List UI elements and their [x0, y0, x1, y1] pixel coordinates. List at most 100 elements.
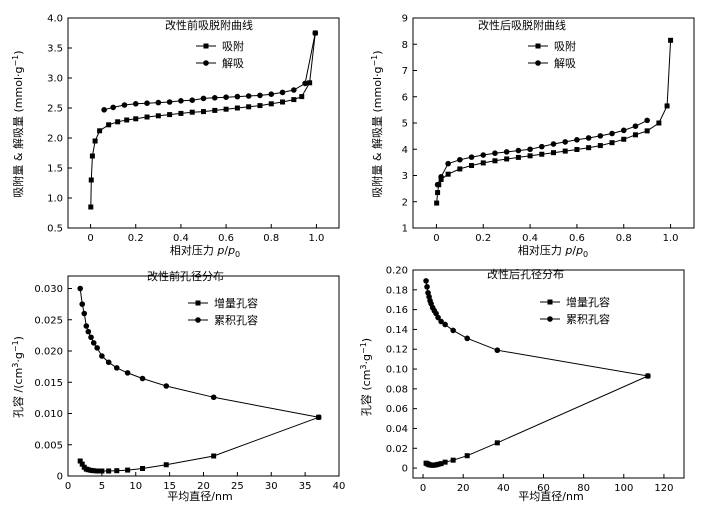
data-point-circle — [468, 154, 475, 160]
data-point-square — [189, 109, 195, 115]
legend-label: 吸附 — [554, 39, 576, 53]
data-point-square — [115, 119, 121, 125]
data-point-square — [527, 153, 533, 159]
x-tick-label: 0.6 — [569, 233, 585, 244]
series-group — [423, 278, 651, 468]
data-point-square — [140, 466, 146, 471]
y-tick-label: 1 — [402, 224, 408, 235]
data-point-circle — [113, 365, 120, 371]
data-point-circle — [445, 160, 451, 167]
data-point-circle — [434, 181, 441, 188]
y-tick-label: 0.005 — [34, 440, 63, 451]
data-point-square — [434, 200, 440, 206]
data-point-circle — [644, 117, 650, 124]
x-label-p: p — [564, 244, 572, 257]
x-axis-label: 平均直径/nm — [167, 489, 232, 503]
legend-label: 累积孔容 — [214, 313, 258, 327]
x-tick-label: 0 — [65, 481, 71, 492]
data-point-square — [664, 103, 670, 109]
y-tick-label: 0.025 — [34, 315, 63, 326]
legend-label: 解吸 — [554, 56, 576, 70]
data-point-square — [133, 116, 139, 122]
data-point-circle — [110, 104, 116, 111]
data-point-square — [106, 468, 112, 474]
data-point-circle — [550, 141, 557, 147]
data-point-square — [144, 114, 150, 120]
legend-marker — [203, 60, 209, 66]
y-tick-label: 0.08 — [386, 384, 408, 395]
data-point-circle — [200, 95, 207, 102]
data-point-square — [539, 151, 545, 157]
series-line-circle — [103, 32, 316, 111]
data-point-square — [435, 190, 441, 196]
data-point-circle — [562, 139, 569, 145]
data-point-circle — [257, 92, 263, 99]
data-point-square — [91, 468, 97, 474]
data-point-circle — [609, 130, 615, 137]
data-point-square — [88, 177, 94, 183]
chart-title: 改性前吸脱附曲线 — [165, 18, 253, 32]
data-point-square — [668, 37, 674, 43]
x-tick-label: 120 — [654, 483, 673, 494]
data-point-square — [515, 154, 521, 160]
data-point-square — [223, 106, 229, 112]
data-point-square — [632, 132, 638, 138]
y-tick-label: 9 — [402, 14, 408, 25]
y-tick-label: 0.12 — [386, 345, 408, 356]
y-tick-label: 8 — [402, 40, 408, 51]
ticks: 0 0.2 0.4 0.6 0.8 1.0 0.5 1.0 1.5 2.0 2.5 3.0 3.5 4.0 — [47, 14, 324, 245]
x-label-sub0: 0 — [583, 250, 588, 259]
data-point-square — [586, 145, 592, 151]
data-point-square — [234, 105, 240, 111]
y-tick-label: 0.020 — [34, 347, 63, 358]
legend-marker — [535, 43, 541, 49]
plot-frame — [67, 275, 340, 477]
data-point-square — [597, 143, 603, 149]
chart-title: 改性后吸脱附曲线 — [478, 18, 566, 32]
y-tick-label: 3 — [402, 171, 408, 182]
data-point-circle — [77, 285, 83, 292]
series-group — [434, 37, 674, 206]
x-label-main: 相对压力 — [518, 243, 566, 257]
y-label-sup: −1 — [11, 55, 20, 67]
y-label-close: ) — [12, 336, 25, 340]
x-tick-label: 0.8 — [616, 233, 632, 244]
data-point-circle — [83, 323, 90, 329]
y-label-sup3: 3 — [359, 364, 368, 369]
data-point-square — [504, 156, 510, 162]
panel-pore-before: 改性前孔径分布 平均直径/nm 孔容 /(cm3·g−1) 0 5 10 15 20 25… — [11, 269, 345, 503]
data-point-square — [163, 462, 169, 468]
y-tick-label: 0.06 — [386, 404, 408, 415]
y-tick-label: 2.5 — [47, 104, 63, 115]
data-point-square — [89, 153, 95, 159]
y-axis-label: 吸附量 & 解吸量 (mmol·g−1) — [11, 50, 25, 197]
x-label-main: 相对压力 — [170, 243, 218, 257]
y-tick-label: 0.10 — [386, 365, 408, 376]
x-label-p0: p — [227, 244, 235, 257]
data-point-square — [609, 140, 615, 146]
data-point-square — [435, 461, 441, 467]
data-point-circle — [268, 91, 275, 97]
legend-marker — [535, 60, 541, 66]
data-point-circle — [245, 93, 252, 99]
x-tick-label: 0.4 — [173, 233, 189, 244]
data-point-square — [574, 147, 580, 153]
x-tick-label: 0 — [87, 233, 93, 244]
y-label-main: 吸附量 & 解吸量 (mmol·g — [370, 67, 384, 198]
y-tick-label: 0 — [402, 464, 408, 475]
y-label-close: ) — [12, 50, 25, 54]
y-tick-label: 0.02 — [386, 444, 408, 455]
legend-marker — [195, 300, 201, 306]
x-tick-label: 1.0 — [308, 233, 324, 244]
data-point-circle — [88, 334, 94, 341]
ticks: 0 0.2 0.4 0.6 0.8 1.0 1 2 3 4 5 6 7 8 9 — [402, 14, 679, 245]
data-point-circle — [144, 100, 150, 106]
data-point-circle — [494, 347, 501, 354]
y-label-mid: ·g — [360, 354, 373, 364]
data-point-square — [291, 97, 297, 103]
data-point-circle — [291, 87, 297, 93]
x-tick-label: 0.4 — [522, 233, 538, 244]
y-label-close: ) — [371, 50, 384, 54]
x-label-p: p — [216, 244, 224, 257]
